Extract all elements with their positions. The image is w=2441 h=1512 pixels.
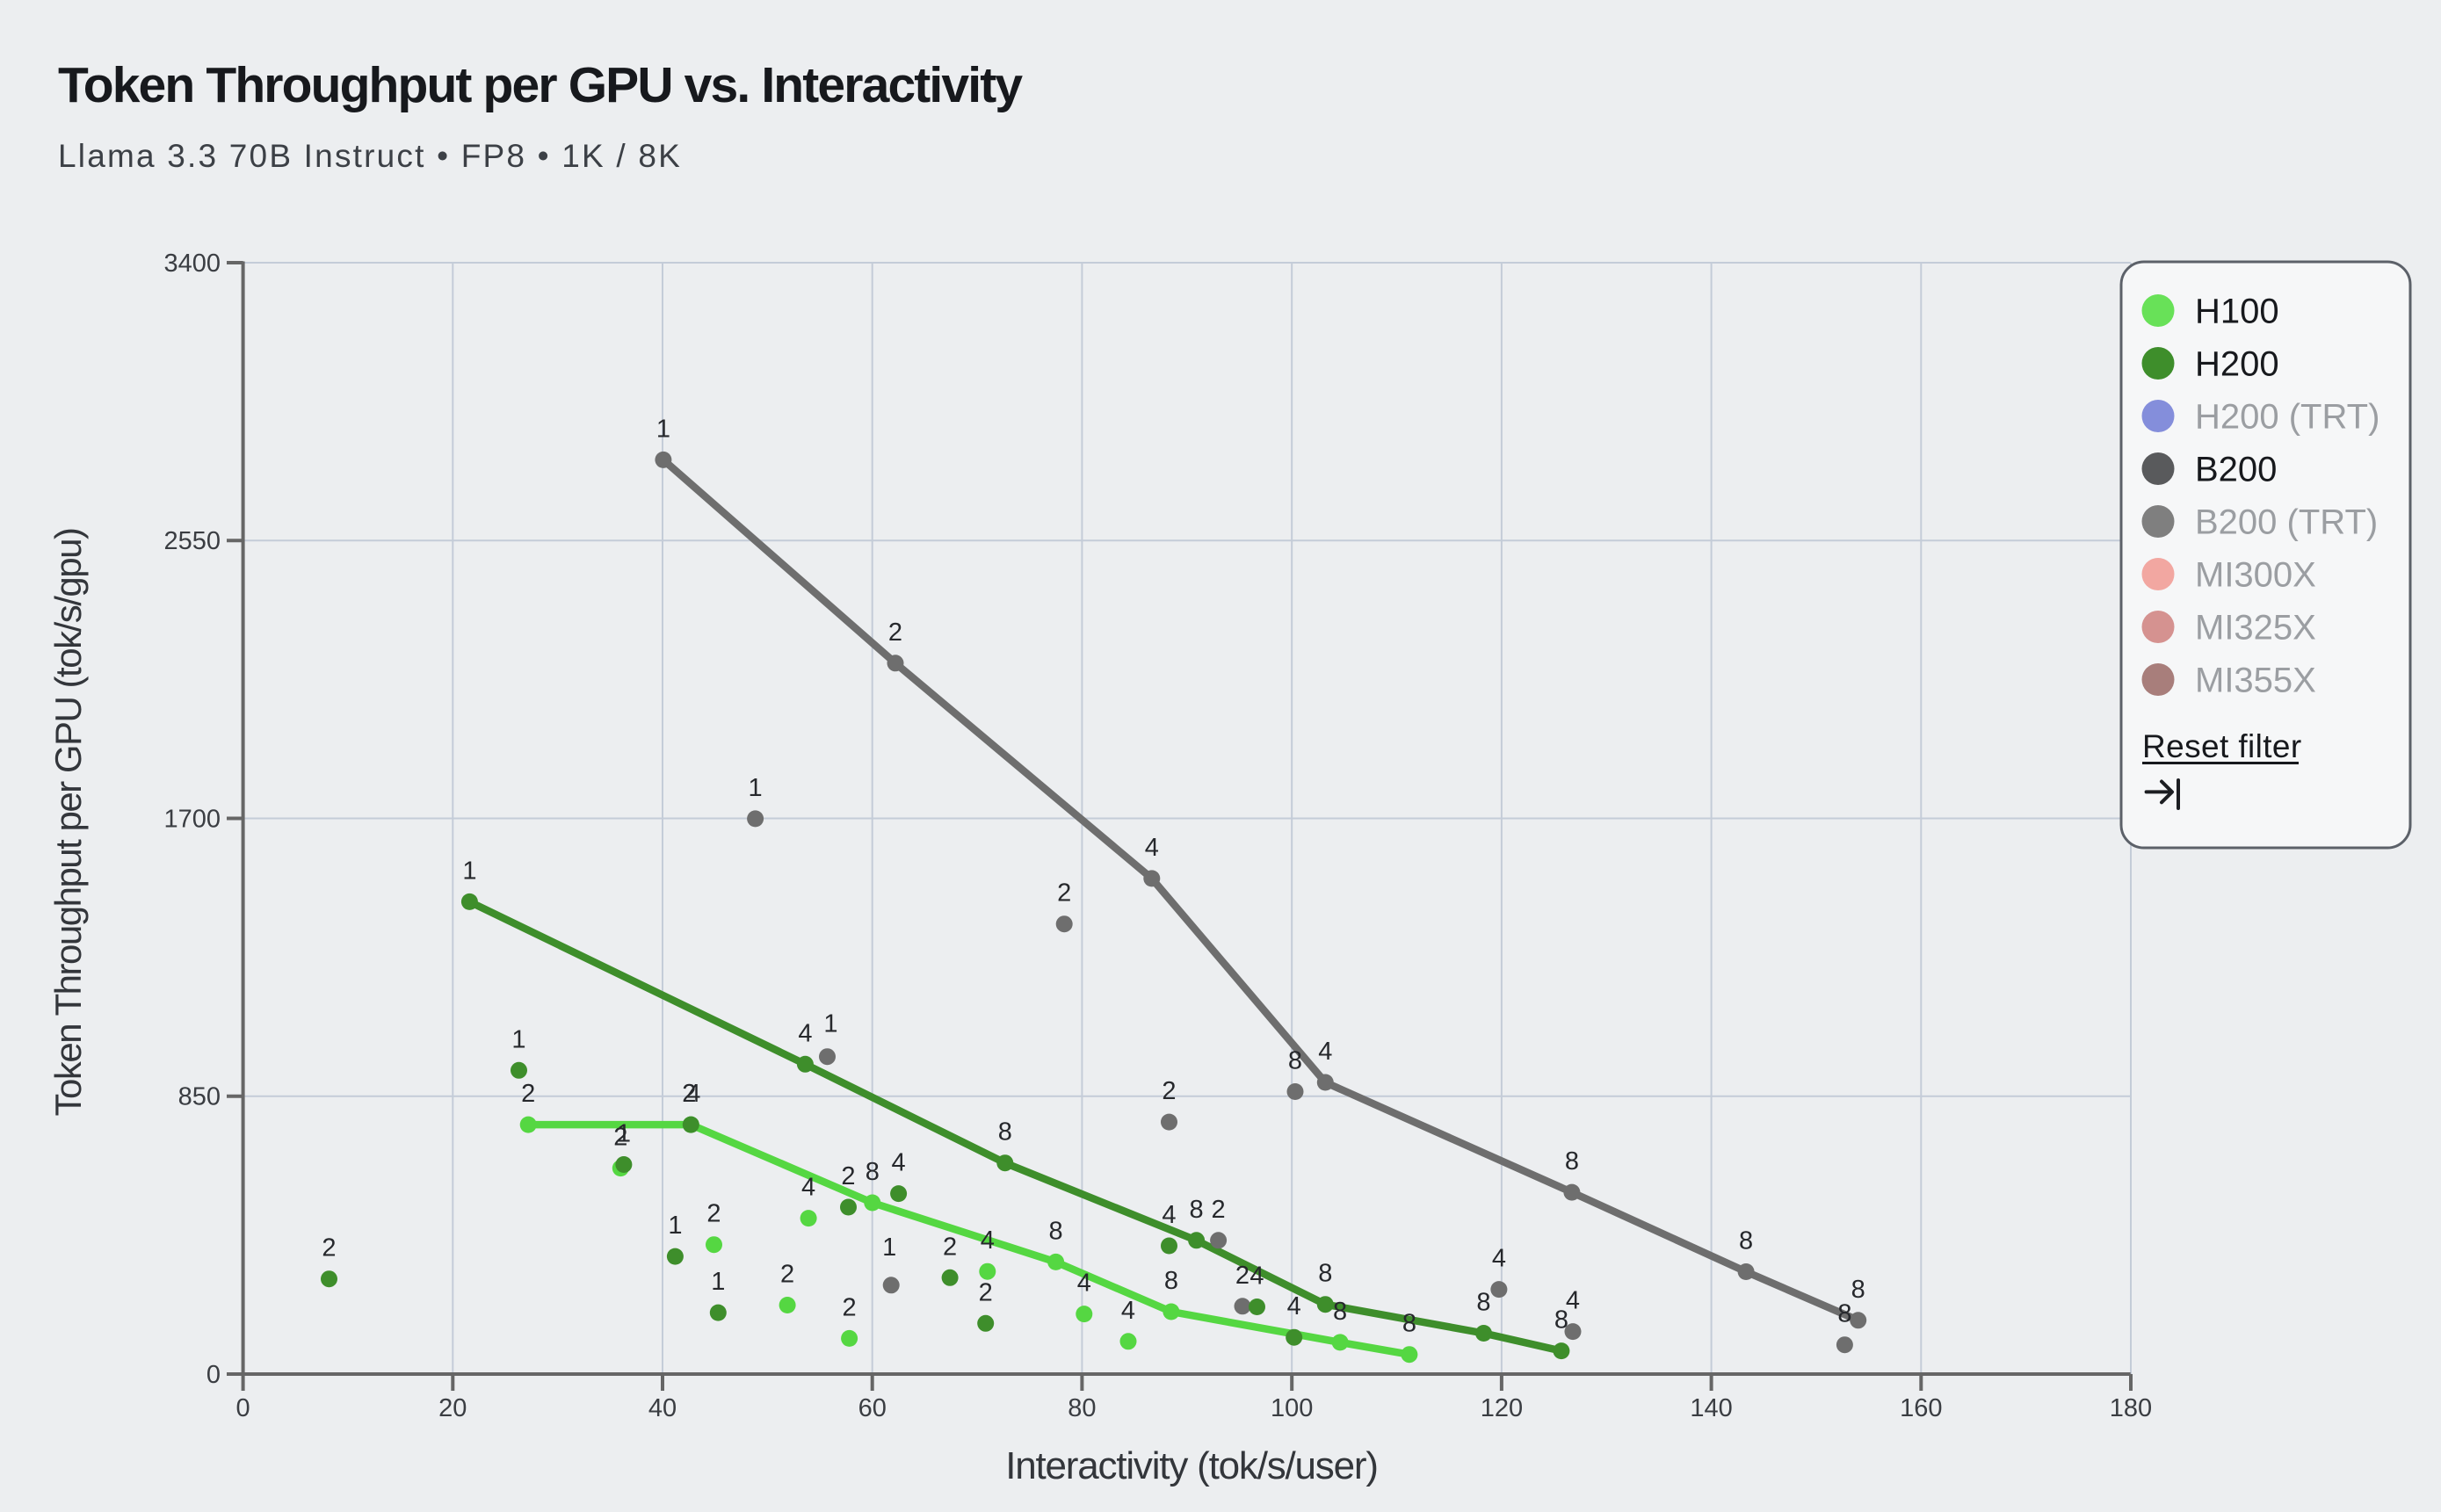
svg-text:8: 8 [1565, 1147, 1579, 1176]
svg-text:8: 8 [1333, 1298, 1347, 1326]
svg-text:4: 4 [1249, 1262, 1264, 1291]
svg-text:4: 4 [892, 1149, 906, 1177]
svg-text:B200 (TRT): B200 (TRT) [2195, 503, 2378, 542]
svg-text:2: 2 [521, 1080, 535, 1108]
svg-text:1: 1 [711, 1268, 725, 1296]
svg-text:8: 8 [1402, 1310, 1416, 1338]
svg-text:1700: 1700 [163, 806, 221, 834]
svg-text:8: 8 [1739, 1227, 1753, 1255]
svg-text:8: 8 [1288, 1047, 1302, 1075]
svg-text:120: 120 [1481, 1394, 1523, 1422]
svg-text:2: 2 [843, 1293, 857, 1321]
svg-text:MI300X: MI300X [2195, 556, 2316, 595]
svg-text:4: 4 [798, 1019, 812, 1047]
svg-text:MI355X: MI355X [2195, 662, 2316, 700]
svg-text:2: 2 [1057, 879, 1071, 908]
svg-text:160: 160 [1900, 1394, 1942, 1422]
svg-text:Token Throughput per GPU vs. I: Token Throughput per GPU vs. Interactivi… [58, 57, 1023, 113]
svg-text:2: 2 [1162, 1077, 1176, 1105]
svg-text:8: 8 [998, 1118, 1012, 1147]
svg-text:H200 (TRT): H200 (TRT) [2195, 398, 2379, 437]
svg-text:850: 850 [178, 1083, 221, 1111]
svg-text:8: 8 [1164, 1267, 1178, 1295]
svg-text:8: 8 [1837, 1300, 1851, 1328]
svg-text:60: 60 [858, 1394, 887, 1422]
svg-text:8: 8 [1554, 1306, 1568, 1335]
svg-text:1: 1 [668, 1212, 682, 1240]
svg-text:B200: B200 [2195, 451, 2277, 489]
svg-text:80: 80 [1068, 1394, 1096, 1422]
svg-text:2: 2 [780, 1261, 794, 1289]
svg-text:8: 8 [1851, 1276, 1865, 1304]
svg-text:40: 40 [648, 1394, 677, 1422]
svg-text:2: 2 [979, 1278, 993, 1306]
svg-text:4: 4 [686, 1080, 700, 1108]
svg-text:4: 4 [981, 1226, 995, 1255]
svg-text:0: 0 [206, 1361, 221, 1389]
svg-text:4: 4 [1287, 1292, 1301, 1320]
svg-text:H200: H200 [2195, 345, 2279, 384]
svg-text:2: 2 [322, 1234, 336, 1262]
svg-text:2: 2 [841, 1162, 855, 1190]
svg-text:3400: 3400 [163, 250, 221, 278]
svg-text:4: 4 [1145, 834, 1159, 862]
svg-text:2550: 2550 [163, 527, 221, 555]
svg-text:1: 1 [511, 1025, 525, 1053]
svg-text:Llama 3.3 70B Instruct • FP8 •: Llama 3.3 70B Instruct • FP8 • 1K / 8K [58, 138, 682, 174]
svg-text:1: 1 [749, 774, 763, 802]
svg-text:1: 1 [462, 857, 476, 885]
svg-text:Token Throughput per GPU (tok/: Token Throughput per GPU (tok/s/gpu) [47, 529, 89, 1117]
svg-text:8: 8 [1318, 1260, 1332, 1288]
svg-text:1: 1 [882, 1233, 896, 1262]
svg-text:4: 4 [1121, 1297, 1135, 1325]
svg-text:180: 180 [2110, 1394, 2152, 1422]
svg-text:4: 4 [801, 1174, 815, 1202]
svg-text:2: 2 [1235, 1262, 1249, 1290]
svg-text:4: 4 [1318, 1038, 1332, 1066]
svg-text:4: 4 [1492, 1245, 1506, 1273]
svg-text:1: 1 [823, 1010, 837, 1038]
svg-text:2: 2 [1212, 1196, 1226, 1224]
svg-text:20: 20 [438, 1394, 467, 1422]
svg-text:2: 2 [613, 1124, 627, 1152]
svg-text:100: 100 [1271, 1394, 1313, 1422]
svg-text:2: 2 [682, 1080, 696, 1108]
svg-text:1: 1 [617, 1120, 631, 1148]
svg-text:4: 4 [1077, 1270, 1091, 1298]
svg-text:Interactivity (tok/s/user): Interactivity (tok/s/user) [1005, 1444, 1378, 1487]
svg-text:4: 4 [1162, 1201, 1176, 1229]
svg-text:0: 0 [236, 1394, 250, 1422]
svg-text:MI325X: MI325X [2195, 609, 2316, 647]
svg-text:2: 2 [706, 1200, 721, 1228]
svg-text:2: 2 [888, 619, 902, 647]
svg-text:8: 8 [1190, 1196, 1204, 1224]
svg-text:Reset filter: Reset filter [2142, 728, 2302, 764]
svg-text:8: 8 [1476, 1289, 1490, 1317]
svg-text:4: 4 [1566, 1287, 1580, 1315]
svg-text:8: 8 [866, 1158, 880, 1186]
svg-text:8: 8 [1049, 1217, 1063, 1245]
svg-text:H100: H100 [2195, 293, 2279, 331]
svg-text:140: 140 [1690, 1394, 1732, 1422]
svg-text:1: 1 [656, 415, 670, 443]
svg-text:2: 2 [943, 1233, 957, 1261]
